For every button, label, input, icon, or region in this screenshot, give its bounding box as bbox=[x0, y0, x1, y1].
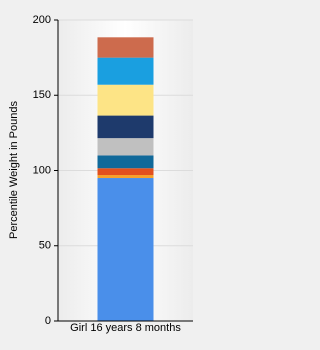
y-tick-label: 200 bbox=[33, 14, 51, 26]
chart: Percentile Weight in Pounds 0 50 100 150 200… bbox=[8, 14, 193, 334]
bar-segment bbox=[97, 115, 154, 139]
bar-segment bbox=[97, 84, 154, 116]
bar-segment bbox=[97, 57, 154, 85]
bar-segment bbox=[97, 168, 154, 176]
bar-segment bbox=[97, 138, 154, 156]
x-tick-label: Girl 16 years 8 months bbox=[70, 322, 181, 334]
y-axis-label: Percentile Weight in Pounds bbox=[8, 101, 20, 239]
y-tick-label: 50 bbox=[39, 240, 51, 252]
y-tick-label: 0 bbox=[45, 315, 51, 327]
y-tick-label: 150 bbox=[33, 89, 51, 101]
y-tick-label: 100 bbox=[33, 164, 51, 176]
bar-segment bbox=[97, 175, 154, 179]
bar-segment bbox=[97, 178, 154, 321]
bar-segment bbox=[97, 155, 154, 169]
bar-segment bbox=[97, 37, 154, 58]
